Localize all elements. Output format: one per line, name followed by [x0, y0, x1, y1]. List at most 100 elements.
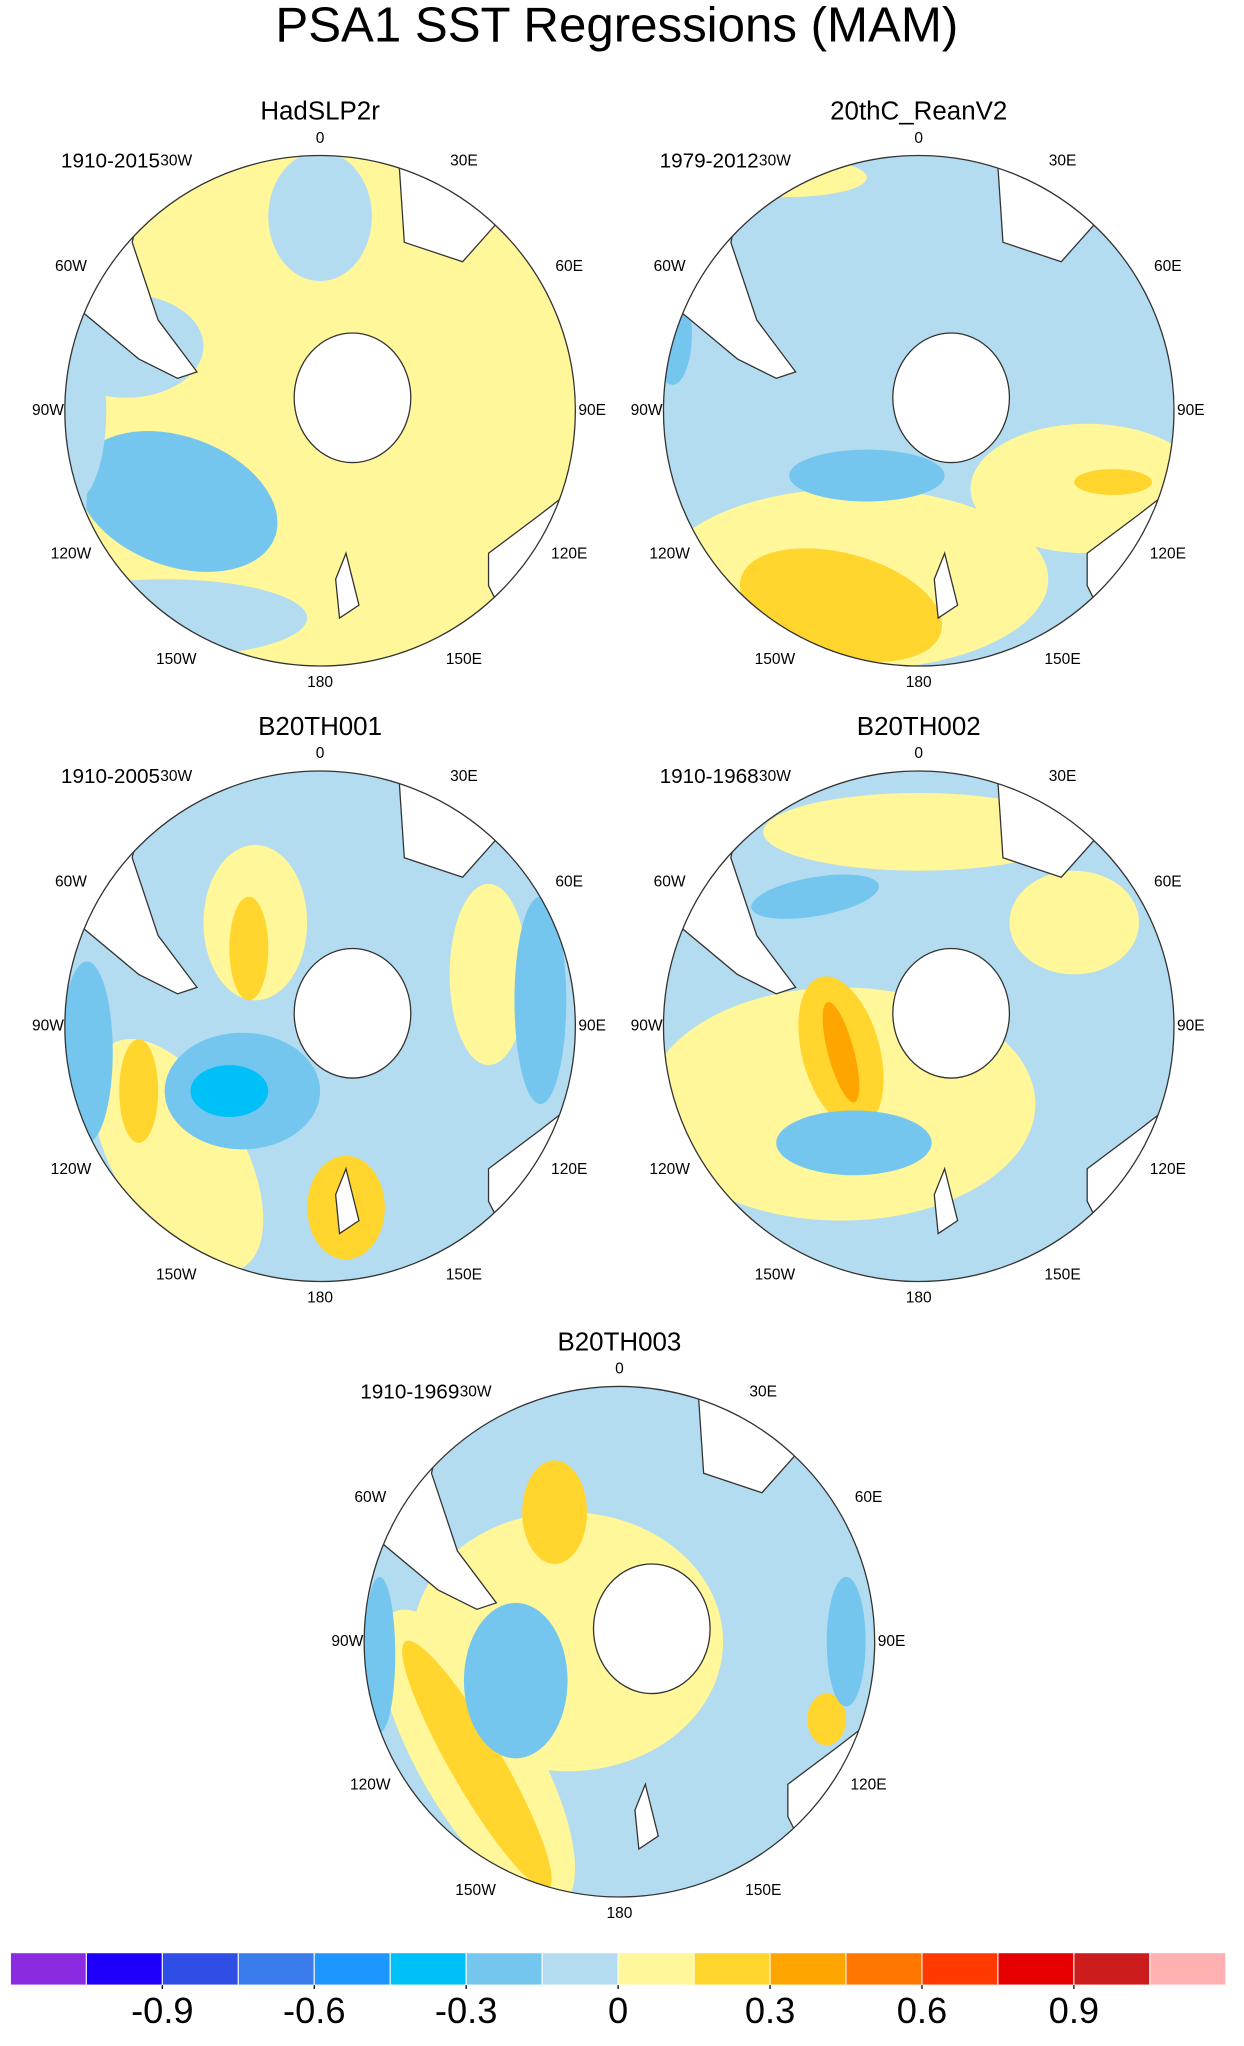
map-border [64, 154, 577, 667]
longitude-label: 150W [156, 651, 197, 668]
longitude-label: 90E [878, 1633, 906, 1650]
sst-region [190, 1065, 269, 1117]
longitude-label: 30W [759, 153, 791, 170]
sst-region [64, 961, 113, 1143]
sst-region [763, 793, 1075, 871]
figure-title: PSA1 SST Regressions (MAM) [275, 0, 958, 53]
colorbar-box [9, 1952, 87, 1986]
colorbar-box [617, 1952, 695, 1986]
longitude-label: 180 [906, 1289, 932, 1306]
sst-region [751, 874, 879, 919]
colorbar-box [465, 1952, 543, 1986]
sst-region [449, 883, 528, 1066]
sst-region [1074, 469, 1152, 495]
land [334, 1166, 360, 1235]
map-border [662, 154, 1175, 667]
panel-title: B20TH001 [258, 713, 382, 741]
map-panel: B20TH001 1910-2005 0 30E 60E 90E 120E 150E 180 15… [32, 713, 606, 1306]
sst-region [364, 1576, 396, 1733]
antarctica [293, 332, 412, 464]
map [663, 770, 1174, 1282]
longitude-label: 120W [51, 546, 92, 563]
longitude-label: 150E [446, 1266, 482, 1283]
longitude-label: 120E [850, 1777, 886, 1794]
sst-region [229, 896, 269, 1001]
longitude-label: 90W [331, 1633, 363, 1650]
sst-region [77, 431, 278, 572]
colorbar-label: 0.6 [897, 1990, 947, 2031]
map-border [662, 770, 1175, 1283]
colorbar-box [997, 1952, 1075, 1986]
longitude-label: 30W [460, 1384, 492, 1401]
longitude-label: 180 [606, 1905, 632, 1922]
colorbar-label: -0.9 [131, 1990, 194, 2031]
panel-period: 1910-1969 [360, 1380, 459, 1403]
longitude-label: 30E [450, 153, 478, 170]
map-border [64, 770, 577, 1283]
sst-region [826, 1576, 866, 1707]
panel-period: 1910-1968 [660, 765, 759, 788]
sst-region [1009, 870, 1140, 975]
sst-region [64, 579, 308, 657]
antarctica [592, 1563, 711, 1695]
longitude-label: 120W [649, 1161, 690, 1178]
longitude-label: 30E [749, 1384, 777, 1401]
longitude-label: 30W [160, 153, 192, 170]
land [334, 551, 360, 620]
longitude-label: 120E [551, 546, 587, 563]
longitude-label: 60W [55, 258, 87, 275]
longitude-label: 150E [745, 1882, 781, 1899]
panel-period: 1979-2012 [660, 149, 759, 172]
longitude-label: 60E [1154, 258, 1182, 275]
map [364, 1386, 875, 1897]
sst-region [402, 1640, 552, 1889]
longitude-label: 90W [32, 1017, 64, 1034]
longitude-label: 0 [914, 745, 923, 762]
colorbar-label: -0.3 [435, 1990, 498, 2031]
longitude-label: 150W [455, 1882, 496, 1899]
longitude-label: 60W [354, 1489, 386, 1506]
longitude-label: 90W [631, 402, 663, 419]
sst-region [522, 1460, 588, 1564]
sst-region [807, 1693, 847, 1746]
panel-title: B20TH003 [557, 1329, 681, 1357]
longitude-label: 0 [914, 130, 923, 147]
longitude-label: 180 [307, 674, 333, 691]
longitude-label: 120W [649, 546, 690, 563]
longitude-label: 90E [1177, 1017, 1205, 1034]
map [64, 770, 576, 1282]
longitude-label: 60E [555, 874, 583, 891]
sst-region [789, 449, 945, 502]
longitude-label: 0 [615, 1361, 624, 1378]
colorbar-label: -0.6 [283, 1990, 346, 2031]
colorbar-box [161, 1952, 239, 1986]
longitude-label: 150W [755, 651, 796, 668]
sst-region [663, 281, 692, 385]
longitude-label: 30E [1049, 153, 1077, 170]
sst-region [463, 1602, 568, 1759]
colorbar-box [1149, 1952, 1227, 1986]
longitude-label: 120E [551, 1161, 587, 1178]
map [64, 155, 576, 667]
colorbar-box [313, 1952, 391, 1986]
colorbar-box [237, 1952, 315, 1986]
longitude-label: 30W [160, 768, 192, 785]
land [933, 551, 959, 620]
colorbar-box [1073, 1952, 1151, 1986]
longitude-label: 90E [578, 1017, 606, 1034]
longitude-label: 150W [755, 1266, 796, 1283]
colorbar-label: 0.3 [745, 1990, 795, 2031]
longitude-label: 30E [450, 768, 478, 785]
longitude-label: 120W [51, 1161, 92, 1178]
longitude-label: 60E [1154, 874, 1182, 891]
map-border [363, 1385, 876, 1898]
map [663, 155, 1174, 667]
longitude-label: 150W [156, 1266, 197, 1283]
longitude-label: 0 [316, 745, 325, 762]
antarctica [892, 947, 1011, 1079]
longitude-label: 60E [855, 1489, 883, 1506]
map-panel: B20TH003 1910-1969 0 30E 60E 90E 120E 150E 180 15… [331, 1329, 906, 1922]
longitude-label: 90E [1177, 402, 1205, 419]
longitude-label: 30E [1049, 768, 1077, 785]
